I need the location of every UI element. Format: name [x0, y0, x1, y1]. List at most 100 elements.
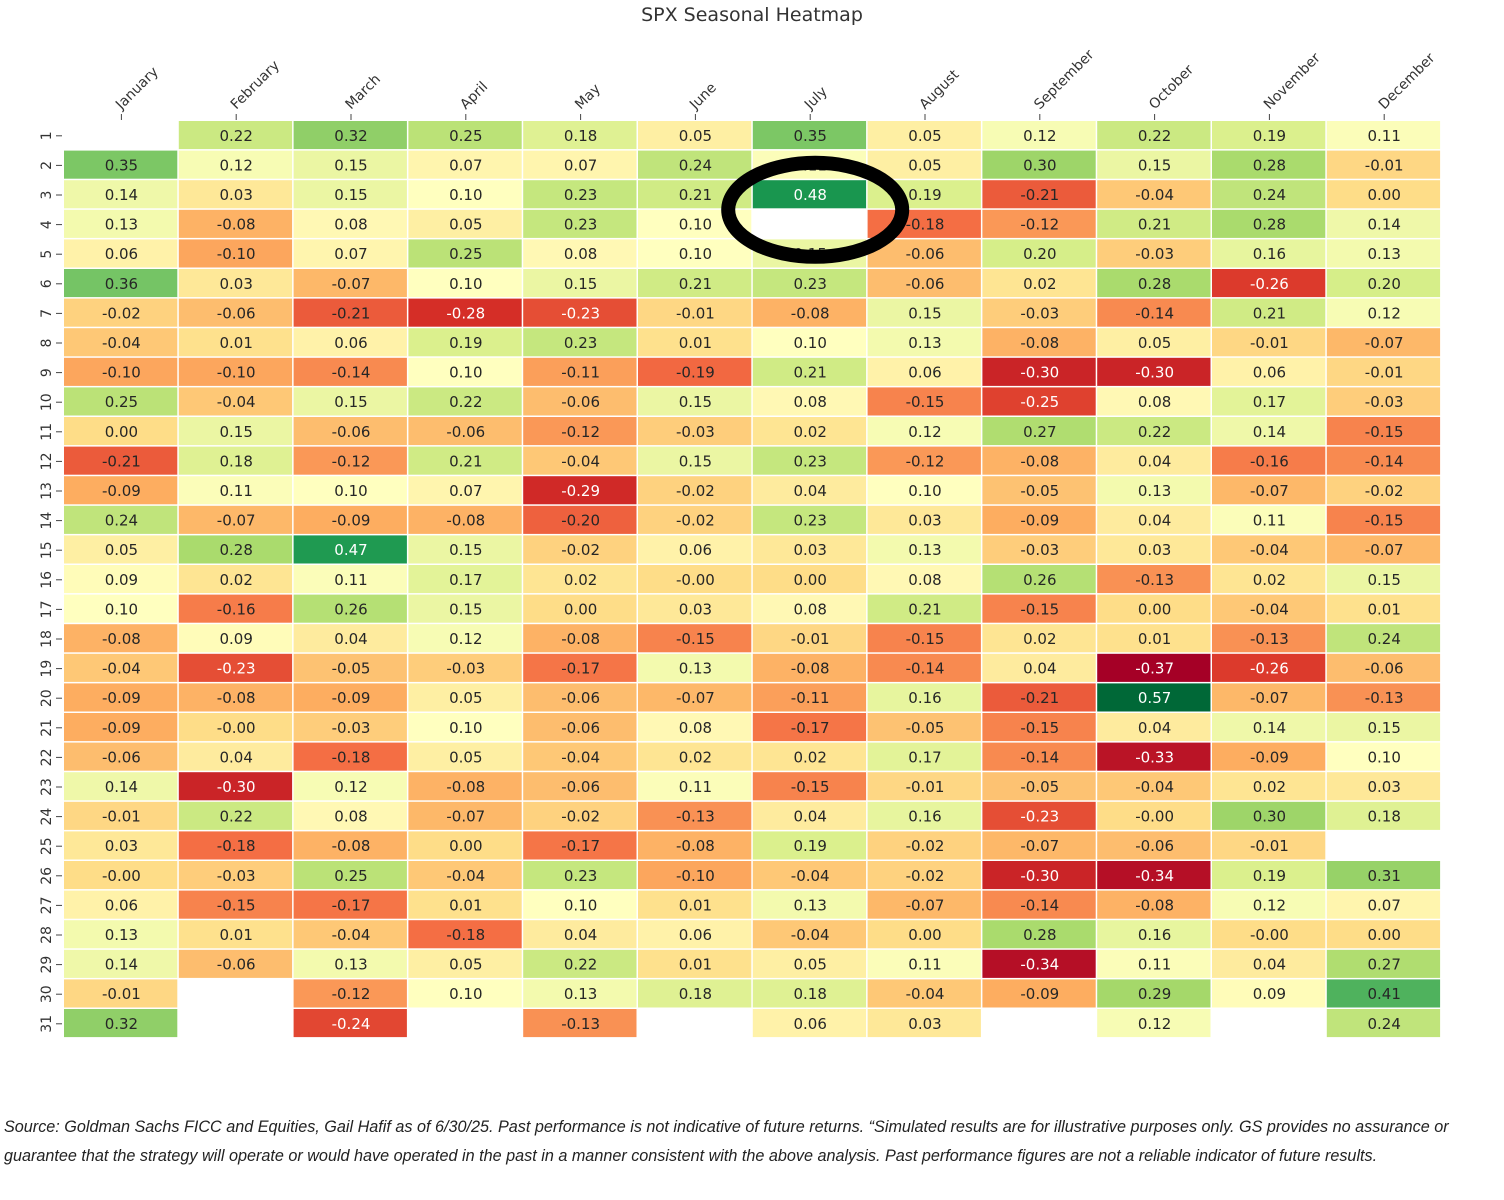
cell-value-label: 0.21 — [449, 452, 482, 470]
heatmap-cell — [293, 742, 407, 771]
heatmap-cell — [867, 594, 981, 623]
heatmap-cell — [408, 742, 522, 771]
cell-value-label: 0.11 — [219, 482, 252, 500]
heatmap-cell — [523, 565, 637, 594]
heatmap-cell — [1097, 357, 1211, 386]
heatmap-cell — [638, 565, 752, 594]
cell-value-label: 0.00 — [449, 837, 482, 855]
cell-value-label: 0.22 — [219, 127, 252, 145]
heatmap-cell — [1097, 624, 1211, 653]
cell-value-label: 0.25 — [334, 867, 367, 885]
cell-value-label: 0.02 — [1023, 275, 1056, 293]
cell-value-label: 0.27 — [1023, 423, 1056, 441]
heatmap-cell — [1212, 417, 1326, 446]
cell-value-label: 0.15 — [679, 393, 712, 411]
heatmap-cell — [408, 505, 522, 534]
heatmap-cell — [1326, 357, 1441, 386]
heatmap-cell — [1097, 446, 1211, 475]
heatmap-cell — [178, 831, 293, 860]
heatmap-cell — [408, 121, 522, 150]
heatmap-cell — [752, 772, 867, 801]
cell-value-label: 0.17 — [908, 748, 941, 766]
cell-value-label: 0.21 — [679, 186, 712, 204]
cell-value-label: -0.01 — [906, 778, 945, 796]
cell-value-label: 0.01 — [1367, 600, 1400, 618]
heatmap-cell — [64, 920, 178, 949]
cell-value-label: 0.25 — [449, 127, 482, 145]
heatmap-cell — [752, 801, 867, 830]
cell-value-label: -0.06 — [906, 275, 945, 293]
cell-value-label: 0.02 — [564, 571, 597, 589]
heatmap-cell — [1326, 624, 1441, 653]
cell-value-label: -0.12 — [332, 452, 371, 470]
heatmap-cell — [523, 150, 637, 179]
cell-value-label: -0.09 — [1250, 748, 1289, 766]
cell-value-label: 0.28 — [1023, 926, 1056, 944]
cell-value-label: -0.08 — [446, 512, 485, 530]
heatmap-cell — [1097, 121, 1211, 150]
cell-value-label: -0.03 — [1135, 245, 1174, 263]
heatmap-cell — [64, 505, 178, 534]
cell-value-label: 0.16 — [908, 808, 941, 826]
heatmap-chart: 0.22 0.32 0.25 0.18 0.05 0.35 0.05 0.12 0.22 0.19… — [39, 47, 1441, 1038]
heatmap-cell — [1212, 801, 1326, 830]
cell-value-label: 0.18 — [219, 452, 252, 470]
cell-value-label: -0.03 — [676, 423, 715, 441]
heatmap-cell — [1212, 565, 1326, 594]
heatmap-cell — [523, 505, 637, 534]
cell-value-label: -0.08 — [217, 689, 256, 707]
heatmap-cell — [1097, 920, 1211, 949]
cell-value-label: -0.09 — [332, 689, 371, 707]
cell-value-label: 0.16 — [1138, 926, 1171, 944]
cell-value-label: -0.06 — [561, 689, 600, 707]
heatmap-cell — [523, 1009, 637, 1038]
cell-value-label: 0.36 — [105, 275, 138, 293]
cell-value-label: -0.06 — [217, 956, 256, 974]
cell-value-label: -0.23 — [1020, 808, 1059, 826]
heatmap-cell — [293, 920, 407, 949]
heatmap-cell — [64, 861, 178, 890]
heatmap-cell — [1097, 150, 1211, 179]
heatmap-cell — [293, 624, 407, 653]
cell-value-label: -0.29 — [561, 482, 600, 500]
cell-value-label: 0.04 — [334, 630, 367, 648]
cell-value-label: 0.23 — [793, 275, 826, 293]
heatmap-cell — [178, 653, 293, 682]
heatmap-cell — [64, 683, 178, 712]
heatmap-cell — [1212, 387, 1326, 416]
cell-value-label: 0.10 — [1367, 748, 1400, 766]
heatmap-cell — [982, 180, 1096, 209]
heatmap-cell — [178, 150, 293, 179]
cell-value-label: 0.15 — [679, 452, 712, 470]
heatmap-cell — [752, 653, 867, 682]
heatmap-cell — [982, 298, 1096, 327]
cell-value-label: -0.01 — [1365, 156, 1404, 174]
heatmap-cell — [638, 150, 752, 179]
cell-value-label: 0.15 — [449, 541, 482, 559]
heatmap-cell — [752, 505, 867, 534]
heatmap-cell — [523, 446, 637, 475]
cell-value-label: 0.06 — [105, 896, 138, 914]
heatmap-cell — [1326, 209, 1441, 238]
cell-value-label: -0.06 — [102, 748, 141, 766]
heatmap-cell — [64, 624, 178, 653]
cell-value-label: -0.13 — [1250, 630, 1289, 648]
cell-value-label: 0.07 — [1367, 896, 1400, 914]
heatmap-cell — [178, 949, 293, 978]
cell-value-label: -0.02 — [676, 512, 715, 530]
cell-value-label: -0.07 — [1365, 334, 1404, 352]
cell-value-label: 0.14 — [1253, 719, 1286, 737]
cell-value-label: 0.06 — [105, 245, 138, 263]
cell-value-label: -0.07 — [446, 808, 485, 826]
cell-value-label: -0.24 — [332, 1015, 371, 1033]
heatmap-cell — [638, 713, 752, 742]
cell-value-label: -0.07 — [676, 689, 715, 707]
cell-value-label: -0.00 — [217, 719, 256, 737]
cell-value-label: 0.03 — [908, 1015, 941, 1033]
y-tick-label: 29 — [39, 956, 55, 974]
heatmap-cell — [408, 890, 522, 919]
heatmap-cell — [178, 298, 293, 327]
cell-value-label: -0.13 — [1135, 571, 1174, 589]
heatmap-cell — [1212, 890, 1326, 919]
heatmap-cell — [638, 801, 752, 830]
